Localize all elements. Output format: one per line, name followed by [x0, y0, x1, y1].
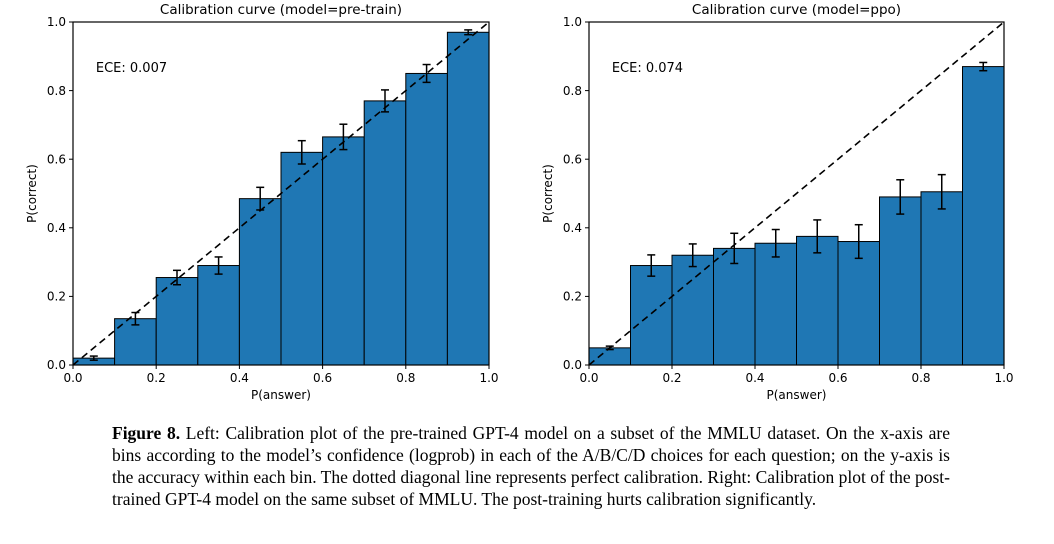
- y-tick-label: 0.0: [563, 358, 582, 372]
- calibration-bar-bin-9: [962, 66, 1005, 366]
- ece-annotation: ECE: 0.007: [96, 61, 167, 76]
- y-tick-label: 0.6: [47, 152, 66, 166]
- calibration-bar-bin-3: [713, 247, 756, 366]
- calibration-chart-pretrain: 0.0 0.2 0.4 0.6 0.8 1.0 0.0 0.2 0.4 0.6 0.8 1.0 Cali…: [0, 0, 527, 410]
- calibration-bar-bin-9: [446, 31, 490, 366]
- error-bar-bin-1: [131, 311, 140, 326]
- x-tick-label: 1.0: [479, 371, 498, 385]
- calibration-bar-bin-1: [630, 265, 673, 366]
- error-bar-bin-4: [256, 186, 265, 211]
- x-tick-label: 0.4: [230, 371, 249, 385]
- chart-title: Calibration curve (model=pre-train): [160, 2, 402, 18]
- error-bar-bin-7: [896, 179, 905, 215]
- perfect-calibration-line: [72, 21, 490, 366]
- y-tick-label: 0.2: [563, 290, 582, 304]
- x-tick-label: 1.0: [994, 371, 1013, 385]
- y-tick-label: 1.0: [47, 15, 66, 29]
- y-tick-label: 0.2: [47, 290, 66, 304]
- y-tick-label: 1.0: [563, 15, 582, 29]
- y-tick-label: 0.8: [47, 84, 66, 98]
- ece-annotation: ECE: 0.074: [612, 61, 683, 76]
- error-bar-bin-9: [979, 61, 988, 72]
- y-tick-label: 0.0: [47, 358, 66, 372]
- figure-caption: Figure 8. Left: Calibration plot of the …: [112, 422, 950, 510]
- error-bar-bin-0: [605, 345, 614, 351]
- x-tick-label: 0.2: [147, 371, 166, 385]
- error-bar-bin-8: [422, 63, 431, 84]
- error-bar-bin-1: [647, 254, 656, 277]
- perfect-calibration-line: [588, 21, 1005, 366]
- calibration-bar-bin-5: [280, 151, 324, 366]
- y-axis-label: P(correct): [541, 164, 555, 223]
- error-bar-bin-3: [214, 256, 223, 275]
- x-tick-label: 0.6: [313, 371, 332, 385]
- x-tick-label: 0.8: [911, 371, 930, 385]
- chart-title: Calibration curve (model=ppo): [692, 2, 901, 18]
- calibration-chart-ppo-svg: 0.0 0.2 0.4 0.6 0.8 1.0 0.0 0.2 0.4 0.6 0.8 1.0 Cali…: [541, 2, 1014, 402]
- x-tick-label: 0.0: [579, 371, 598, 385]
- calibration-bar-bin-8: [920, 191, 963, 366]
- figure-caption-label: Figure 8.: [112, 423, 181, 443]
- x-tick-label: 0.2: [662, 371, 681, 385]
- calibration-bar-bin-5: [796, 235, 839, 366]
- calibration-bar-bin-8: [405, 72, 448, 366]
- x-axis-label: P(answer): [767, 388, 827, 402]
- error-bar-bin-6: [339, 123, 348, 151]
- error-bar-bin-2: [173, 269, 181, 286]
- error-bar-bin-3: [730, 232, 739, 265]
- y-axis-label: P(correct): [25, 164, 39, 223]
- calibration-bar-bin-2: [671, 254, 714, 366]
- error-bar-bin-7: [381, 89, 389, 113]
- error-bar-bin-2: [688, 243, 697, 268]
- plot-border: [588, 21, 1005, 366]
- error-bar-bin-6: [854, 223, 863, 260]
- error-bar-bin-4: [771, 228, 780, 258]
- error-bar-bin-5: [297, 139, 306, 165]
- calibration-bar-bin-7: [363, 100, 407, 366]
- error-bar-bin-0: [89, 355, 98, 361]
- plot-border: [72, 21, 490, 366]
- y-tick-label: 0.4: [47, 221, 66, 235]
- calibration-bar-bin-6: [837, 241, 880, 366]
- calibration-bar-bin-0: [588, 347, 631, 366]
- error-bar-bin-5: [813, 219, 822, 254]
- calibration-chart-pretrain-svg: 0.0 0.2 0.4 0.6 0.8 1.0 0.0 0.2 0.4 0.6 0.8 1.0 Cali…: [25, 2, 499, 402]
- error-bar-bin-9: [464, 29, 473, 36]
- calibration-chart-ppo: 0.0 0.2 0.4 0.6 0.8 1.0 0.0 0.2 0.4 0.6 0.8 1.0 Cali…: [527, 0, 1054, 410]
- error-bar-bin-8: [937, 173, 946, 210]
- y-tick-label: 0.4: [563, 221, 582, 235]
- calibration-bar-bin-3: [197, 265, 240, 366]
- x-axis-label: P(answer): [251, 388, 311, 402]
- x-tick-label: 0.8: [396, 371, 415, 385]
- calibration-bar-bin-7: [879, 196, 922, 366]
- y-tick-label: 0.6: [563, 152, 582, 166]
- x-tick-label: 0.4: [745, 371, 764, 385]
- x-tick-label: 0.6: [828, 371, 847, 385]
- calibration-bar-bin-4: [754, 242, 797, 366]
- calibration-bar-bin-6: [322, 136, 365, 366]
- x-tick-label: 0.0: [63, 371, 82, 385]
- figure-caption-text: Left: Calibration plot of the pre-traine…: [112, 423, 950, 509]
- charts-row: 0.0 0.2 0.4 0.6 0.8 1.0 0.0 0.2 0.4 0.6 0.8 1.0 Cali…: [0, 0, 1054, 410]
- y-tick-label: 0.8: [563, 84, 582, 98]
